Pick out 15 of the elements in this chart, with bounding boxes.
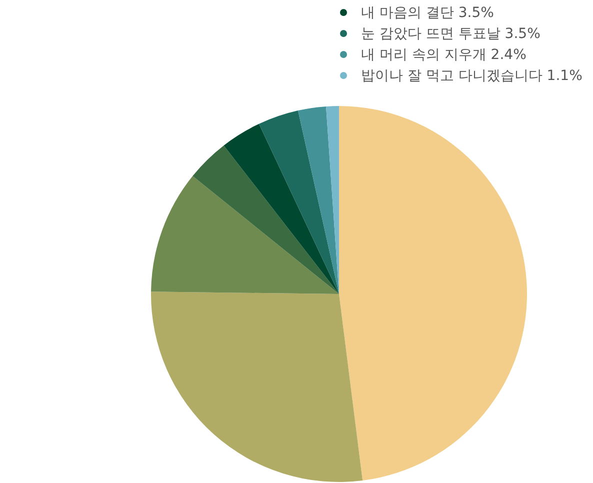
- data-label: 2.4%: [490, 46, 526, 62]
- data-label: 1.1%: [546, 68, 582, 84]
- pie-slice: [298, 106, 339, 294]
- pie-slice: [151, 292, 363, 482]
- pie-slice: [258, 110, 339, 294]
- pie-slice: [192, 145, 339, 294]
- data-label: 3.5%: [458, 4, 494, 20]
- legend-label: 내 머리 속의 지우개: [361, 46, 486, 62]
- pie-slice: [151, 176, 339, 294]
- legend-label: 눈 감았다 뜨면 투표날: [361, 26, 500, 42]
- pie-slice: [224, 124, 339, 294]
- legend-label: 내 마음의 결단: [361, 4, 454, 20]
- legend-label: 밥이나 잘 먹고 다니겠습니다: [361, 68, 542, 84]
- data-label: 3.5%: [504, 26, 540, 42]
- pie-slice: [339, 106, 527, 481]
